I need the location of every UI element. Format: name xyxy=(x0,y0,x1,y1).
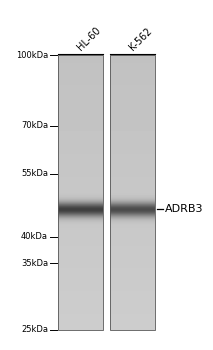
Text: 100kDa: 100kDa xyxy=(16,50,48,60)
Bar xyxy=(58,55,103,330)
Text: 70kDa: 70kDa xyxy=(21,121,48,130)
Text: 35kDa: 35kDa xyxy=(21,259,48,268)
Text: 40kDa: 40kDa xyxy=(21,232,48,241)
Text: K-562: K-562 xyxy=(127,26,154,52)
Text: ADRB3: ADRB3 xyxy=(165,204,203,214)
Text: 55kDa: 55kDa xyxy=(21,169,48,178)
Bar xyxy=(110,55,155,330)
Text: 25kDa: 25kDa xyxy=(21,326,48,335)
Text: HL-60: HL-60 xyxy=(75,25,103,52)
